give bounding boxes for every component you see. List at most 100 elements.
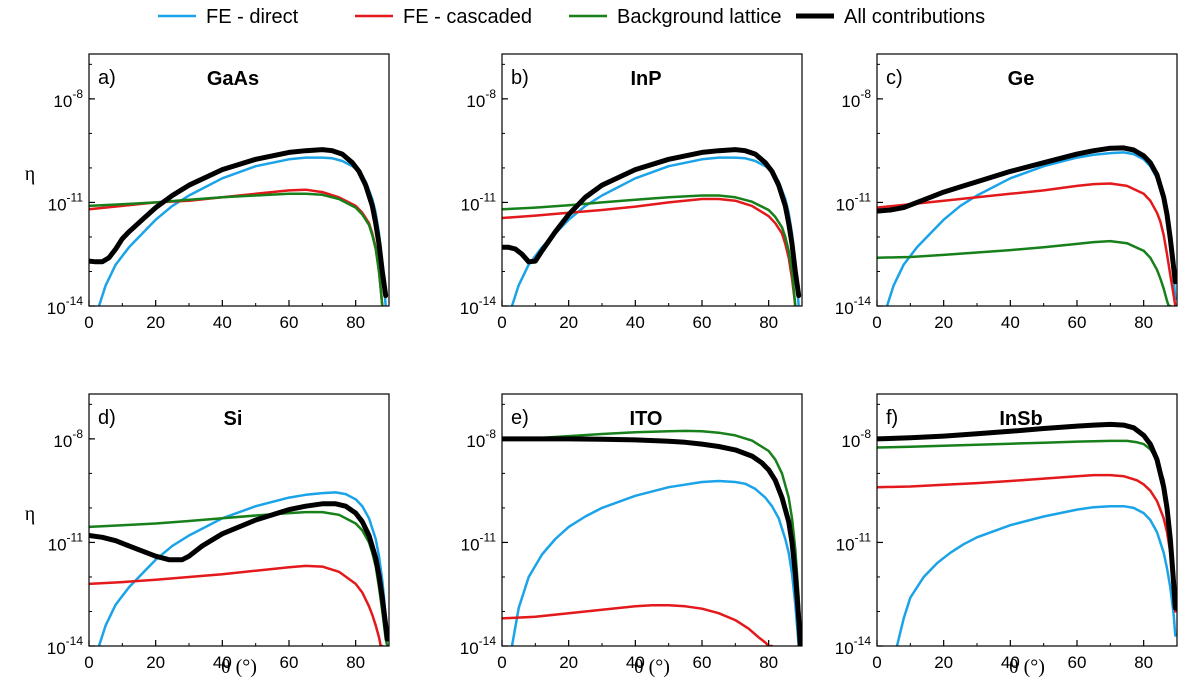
plot-frame: [876, 53, 1178, 307]
series-line-direct: [97, 156, 387, 306]
x-tick-label: 20: [146, 313, 165, 332]
x-axis-label: θ (°): [221, 656, 257, 678]
y-tick-label: 10-8: [466, 427, 496, 451]
series-line-cascaded: [877, 182, 1177, 306]
plot-frame: [501, 53, 803, 307]
panel-ge: 0 20 40 60 80 10-8 10-11 10-14 c) Ge: [835, 53, 1178, 332]
y-tick-label: 10-11: [461, 190, 497, 214]
panel-tag: b): [511, 67, 529, 89]
series-line-direct: [895, 504, 1177, 646]
panel-title: Ge: [1008, 68, 1035, 90]
series-line-lattice: [89, 192, 384, 306]
x-tick-label: 60: [1068, 653, 1087, 672]
series-group: [89, 491, 389, 646]
x-tick-label: 20: [559, 313, 578, 332]
x-axis-label: θ (°): [1009, 656, 1045, 678]
x-tick-label: 40: [213, 313, 232, 332]
x-tick-label: 60: [280, 653, 299, 672]
series-line-lattice: [502, 429, 802, 634]
series-line-cascaded: [502, 604, 774, 646]
x-tick-label: 0: [84, 653, 93, 672]
panel-tag: f): [886, 407, 898, 429]
panel-inp: 0 20 40 60 80 10-8 10-11 10-14 b) InP: [460, 53, 803, 332]
panel-tag: a): [98, 67, 116, 89]
series-line-direct: [885, 151, 1177, 306]
x-tick-label: 20: [146, 653, 165, 672]
x-tick-label: 80: [759, 313, 778, 332]
series-line-total: [502, 436, 802, 646]
legend-item: FE - cascaded: [355, 6, 532, 28]
panel-tag: c): [886, 67, 903, 89]
x-tick-label: 60: [1068, 313, 1087, 332]
series-line-cascaded: [502, 197, 797, 306]
x-tick-label: 40: [626, 653, 645, 672]
y-tick-label: 10-14: [47, 634, 84, 658]
panel-title: Si: [224, 408, 243, 430]
y-tick-label: 10-14: [460, 294, 497, 318]
x-axis-label: θ (°): [634, 656, 670, 678]
plot-frame: [876, 393, 1178, 647]
plot-frame: [88, 393, 390, 647]
panel-title: ITO: [630, 408, 663, 430]
legend-label: All contributions: [844, 6, 985, 28]
y-tick-label: 10-11: [48, 190, 84, 214]
legend-item: FE - direct: [158, 6, 299, 28]
y-tick-label: 10-8: [53, 427, 83, 451]
y-tick-label: 10-8: [53, 87, 83, 111]
x-tick-label: 20: [934, 313, 953, 332]
legend-label: Background lattice: [617, 6, 782, 28]
series-line-lattice: [89, 510, 389, 646]
plot-frame: [501, 393, 803, 647]
y-tick-label: 10-11: [461, 530, 497, 554]
x-tick-label: 80: [346, 653, 365, 672]
series-line-total: [89, 147, 389, 299]
panel-title: InP: [630, 68, 661, 90]
y-tick-label: 10-8: [841, 427, 871, 451]
panel-gaas: 0 20 40 60 80 10-8 10-11 10-14 a) GaAs η: [25, 53, 390, 332]
x-tick-label: 0: [497, 313, 506, 332]
x-tick-label: 20: [559, 653, 578, 672]
legend-item: All contributions: [796, 6, 985, 28]
series-line-total: [89, 501, 389, 642]
panel-insb: 0 20 40 60 80 10-8 10-11 10-14 f) InSb θ (°): [835, 393, 1178, 678]
x-tick-label: 60: [693, 653, 712, 672]
series-line-direct: [510, 479, 800, 646]
series-line-lattice: [502, 194, 797, 306]
x-tick-label: 80: [1134, 313, 1153, 332]
y-tick-label: 10-11: [836, 530, 872, 554]
series-line-lattice: [877, 439, 1177, 596]
panel-ito: 0 20 40 60 80 10-8 10-11 10-14 e) ITO θ (°): [460, 393, 803, 678]
x-tick-label: 20: [934, 653, 953, 672]
legend-label: FE - cascaded: [403, 6, 532, 28]
x-tick-label: 40: [213, 653, 232, 672]
series-line-cascaded: [877, 473, 1177, 613]
series-line-cascaded: [89, 564, 384, 646]
series-line-cascaded: [89, 188, 384, 306]
y-axis-label: η: [25, 503, 35, 525]
series-line-total: [877, 145, 1177, 285]
plot-frame: [88, 53, 390, 307]
x-tick-label: 40: [626, 313, 645, 332]
y-tick-label: 10-14: [835, 294, 872, 318]
panel-tag: e): [511, 407, 529, 429]
series-line-lattice: [877, 239, 1172, 306]
series-group: [502, 429, 802, 646]
x-tick-label: 0: [84, 313, 93, 332]
panel-title: InSb: [999, 408, 1042, 430]
series-line-total: [877, 421, 1177, 611]
x-tick-label: 80: [759, 653, 778, 672]
y-tick-label: 10-11: [48, 530, 84, 554]
x-tick-label: 0: [872, 313, 881, 332]
series-group: [89, 147, 389, 306]
x-tick-label: 0: [872, 653, 881, 672]
panel-title: GaAs: [207, 68, 259, 90]
series-group: [877, 145, 1177, 306]
x-tick-label: 40: [1001, 313, 1020, 332]
y-tick-label: 10-14: [47, 294, 84, 318]
x-tick-label: 60: [280, 313, 299, 332]
series-line-direct: [97, 491, 389, 646]
x-tick-label: 40: [1001, 653, 1020, 672]
y-tick-label: 10-11: [836, 190, 872, 214]
y-tick-label: 10-14: [460, 634, 497, 658]
